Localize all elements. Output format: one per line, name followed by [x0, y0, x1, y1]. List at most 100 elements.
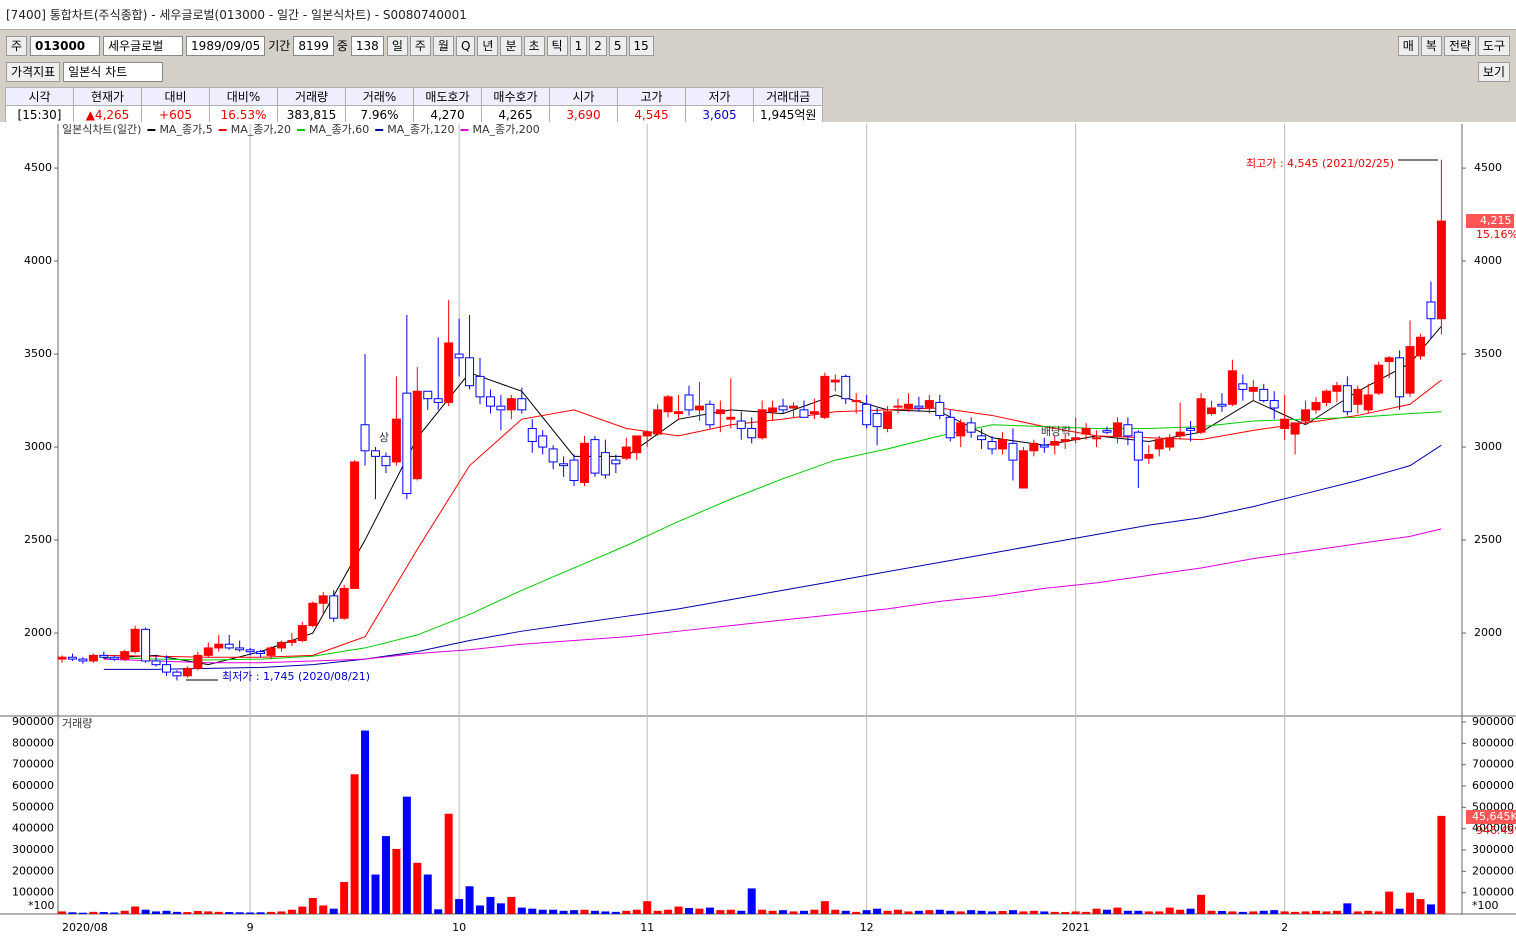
- candle-body: [809, 411, 819, 415]
- candle-body: [1039, 444, 1049, 448]
- interval-button[interactable]: 1: [569, 35, 588, 56]
- volume-bar: [141, 909, 150, 914]
- tool-button[interactable]: 도구: [1477, 35, 1510, 56]
- interval-button[interactable]: 주: [409, 35, 431, 56]
- volume-bar: [674, 906, 683, 914]
- candle-body: [1321, 390, 1331, 403]
- market[interactable]: 주: [6, 35, 28, 56]
- y-tick-label: 4500: [24, 161, 52, 174]
- volume-bar: [528, 908, 537, 914]
- candle-body: [600, 452, 610, 476]
- period[interactable]: 8199: [293, 35, 334, 56]
- volume-bar: [455, 899, 464, 914]
- volume-bar: [214, 911, 223, 914]
- volume-bar: [967, 910, 976, 914]
- candle-body: [297, 625, 307, 641]
- volume-bar: [1364, 910, 1373, 914]
- interval-button[interactable]: 년: [477, 35, 499, 56]
- volume-bar: [716, 910, 725, 914]
- quote-value: 4,545: [617, 105, 686, 124]
- candle-body: [88, 654, 98, 662]
- candle-body: [1374, 364, 1384, 394]
- quote-header: 고가: [617, 87, 686, 106]
- candle-body: [611, 459, 621, 465]
- volume-bar: [329, 908, 338, 914]
- quote-value: 7.96%: [345, 105, 414, 124]
- volume-bar: [549, 909, 558, 914]
- volume-bar: [538, 909, 547, 914]
- volume-bar: [204, 911, 213, 914]
- interval-button[interactable]: Q: [455, 35, 476, 56]
- interval-button[interactable]: 분: [500, 35, 522, 56]
- volume-bar: [256, 912, 265, 914]
- candle-body: [924, 400, 934, 409]
- volume-bar: [988, 911, 997, 914]
- last-tag-text: 4,215: [1480, 214, 1512, 227]
- candle-body: [433, 398, 443, 403]
- volume-bar: [862, 910, 871, 914]
- candle-body: [1269, 400, 1279, 409]
- volume-bar: [852, 911, 861, 914]
- interval-button[interactable]: 15: [628, 35, 654, 56]
- last-tag: [1466, 810, 1516, 824]
- volume-bar: [1008, 910, 1017, 914]
- volume-bar: [308, 898, 317, 914]
- candle-body: [768, 407, 778, 413]
- candle-body: [78, 658, 88, 662]
- quote-header: 매도호가: [413, 87, 482, 106]
- volume-bar: [371, 874, 380, 914]
- stock-name[interactable]: 세우글로벌: [103, 35, 184, 56]
- last-tag-text: 45,645K: [1472, 810, 1516, 823]
- y-tick-label: 4500: [1474, 161, 1502, 174]
- y-tick-label: 200000: [12, 864, 54, 877]
- volume-bar: [225, 912, 234, 914]
- mid[interactable]: 138: [350, 35, 384, 56]
- interval-button[interactable]: 초: [523, 35, 545, 56]
- volume-bar: [1406, 892, 1415, 914]
- interval-button[interactable]: 일: [386, 35, 408, 56]
- candle-body: [538, 435, 548, 448]
- volume-bar: [768, 910, 777, 914]
- legend-entry: MA_종가,60: [309, 123, 369, 136]
- tool-button[interactable]: 복: [1420, 35, 1442, 56]
- chart-style[interactable]: 일본식 차트: [63, 61, 164, 82]
- tool-button[interactable]: 매: [1397, 35, 1419, 56]
- candle-body: [862, 403, 872, 426]
- volume-bar: [298, 906, 307, 914]
- volume-bar: [476, 905, 484, 914]
- window-title: [7400] 통합차트(주식종합) - 세우글로벌(013000 - 일간 - …: [6, 8, 467, 22]
- legend-title: 일본식차트(일간): [62, 122, 141, 136]
- volume-bar: [873, 908, 882, 914]
- indicator[interactable]: 가격지표: [6, 61, 61, 82]
- candle-body: [1259, 388, 1269, 402]
- volume-bar: [946, 910, 955, 914]
- volume-bar: [496, 903, 505, 914]
- view[interactable]: 보기: [1477, 61, 1510, 82]
- y-tick-label: 100000: [1472, 886, 1514, 899]
- volume-bar: [392, 848, 401, 914]
- tool-button[interactable]: 전략: [1443, 35, 1476, 56]
- interval-button[interactable]: 틱: [546, 35, 568, 56]
- volume-bar: [1155, 911, 1164, 914]
- y-tick-label: 3500: [24, 347, 52, 360]
- interval-button[interactable]: 월: [432, 35, 454, 56]
- candle-body: [224, 643, 234, 649]
- date[interactable]: 1989/09/05: [186, 35, 266, 56]
- candle-body: [674, 411, 684, 415]
- volume-bar: [977, 910, 986, 914]
- annotation: 배당락: [1041, 425, 1071, 438]
- candle-body: [402, 392, 412, 495]
- candle-body: [1029, 442, 1039, 452]
- candle-body: [141, 628, 151, 662]
- y-tick-label: 300000: [1472, 843, 1514, 856]
- intervals: 일 주 월 Q 년 분 초 틱 1 2 5 15: [386, 35, 654, 56]
- volume-bar: [622, 910, 631, 914]
- candle-body: [193, 654, 203, 669]
- y-tick-label: 500000: [12, 800, 54, 813]
- code[interactable]: 013000: [30, 35, 101, 56]
- interval-button[interactable]: 2: [589, 35, 607, 56]
- candle-body: [109, 656, 119, 660]
- volume-bar: [705, 907, 714, 914]
- interval-button[interactable]: 5: [608, 35, 627, 56]
- candle-body: [1144, 454, 1154, 459]
